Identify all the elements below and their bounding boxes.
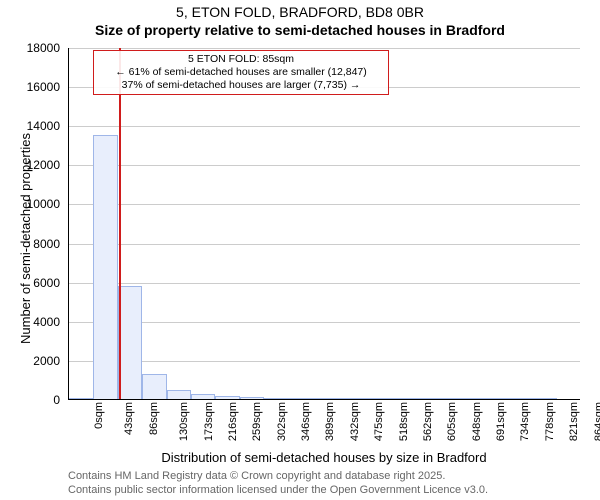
y-axis-title: Number of semi-detached properties	[18, 133, 33, 344]
x-tick-label: 821sqm	[568, 402, 580, 441]
x-tick-label: 864sqm	[593, 402, 600, 441]
annotation-line2: ← 61% of semi-detached houses are smalle…	[98, 66, 384, 79]
x-tick-label: 734sqm	[520, 402, 532, 441]
histogram-bar	[313, 398, 337, 399]
x-tick-label: 259sqm	[251, 402, 263, 441]
gridline	[69, 244, 580, 245]
x-tick-label: 302sqm	[276, 402, 288, 441]
y-tick-label: 16000	[0, 80, 60, 94]
x-tick-label: 605sqm	[446, 402, 458, 441]
histogram-bar	[240, 397, 264, 399]
x-tick-label: 130sqm	[178, 402, 190, 441]
x-tick-label: 475sqm	[373, 402, 385, 441]
plot-area: 5 ETON FOLD: 85sqm ← 61% of semi-detache…	[68, 48, 580, 400]
x-tick-label: 216sqm	[227, 402, 239, 441]
histogram-bar	[362, 398, 386, 399]
histogram-bar	[191, 394, 215, 399]
y-tick-label: 18000	[0, 41, 60, 55]
x-tick-label: 0sqm	[93, 402, 105, 429]
gridline	[69, 48, 580, 49]
histogram-bar	[264, 398, 288, 399]
gridline	[69, 204, 580, 205]
histogram-bar	[386, 398, 410, 399]
annotation-box: 5 ETON FOLD: 85sqm ← 61% of semi-detache…	[93, 50, 389, 95]
histogram-bar	[483, 398, 507, 399]
chart-title-line2: Size of property relative to semi-detach…	[0, 22, 600, 38]
gridline	[69, 283, 580, 284]
footer-line2: Contains public sector information licen…	[68, 484, 488, 496]
histogram-bar	[508, 398, 532, 399]
histogram-bar	[288, 398, 312, 399]
x-tick-label: 173sqm	[203, 402, 215, 441]
x-tick-label: 86sqm	[148, 402, 160, 435]
x-tick-label: 518sqm	[398, 402, 410, 441]
chart-container: 5, ETON FOLD, BRADFORD, BD8 0BR Size of …	[0, 0, 600, 500]
histogram-bar	[167, 390, 191, 399]
x-tick-label: 346sqm	[300, 402, 312, 441]
histogram-bar	[118, 286, 142, 399]
x-tick-label: 778sqm	[544, 402, 556, 441]
annotation-line1: 5 ETON FOLD: 85sqm	[98, 53, 384, 66]
histogram-bar	[69, 398, 93, 399]
x-tick-label: 43sqm	[123, 402, 135, 435]
footer-line1: Contains HM Land Registry data © Crown c…	[68, 470, 445, 482]
histogram-bar	[435, 398, 459, 399]
property-marker-line	[119, 48, 121, 399]
x-tick-label: 432sqm	[349, 402, 361, 441]
gridline	[69, 361, 580, 362]
histogram-bar	[410, 398, 434, 399]
gridline	[69, 322, 580, 323]
y-tick-label: 2000	[0, 354, 60, 368]
histogram-bar	[532, 398, 556, 399]
histogram-bar	[337, 398, 361, 399]
x-tick-label: 691sqm	[495, 402, 507, 441]
x-axis-title: Distribution of semi-detached houses by …	[68, 450, 580, 465]
chart-title-line1: 5, ETON FOLD, BRADFORD, BD8 0BR	[0, 4, 600, 20]
x-tick-label: 389sqm	[325, 402, 337, 441]
y-tick-label: 0	[0, 393, 60, 407]
histogram-bar	[93, 135, 117, 399]
x-tick-label: 562sqm	[422, 402, 434, 441]
x-tick-label: 648sqm	[471, 402, 483, 441]
gridline	[69, 165, 580, 166]
histogram-bar	[215, 396, 239, 399]
y-tick-label: 14000	[0, 119, 60, 133]
histogram-bar	[459, 398, 483, 399]
annotation-line3: 37% of semi-detached houses are larger (…	[98, 79, 384, 92]
gridline	[69, 126, 580, 127]
x-tick-labels: 0sqm 43sqm 86sqm 130sqm 173sqm 216sqm 259sqm 30…	[68, 400, 580, 450]
histogram-bar	[142, 374, 166, 399]
